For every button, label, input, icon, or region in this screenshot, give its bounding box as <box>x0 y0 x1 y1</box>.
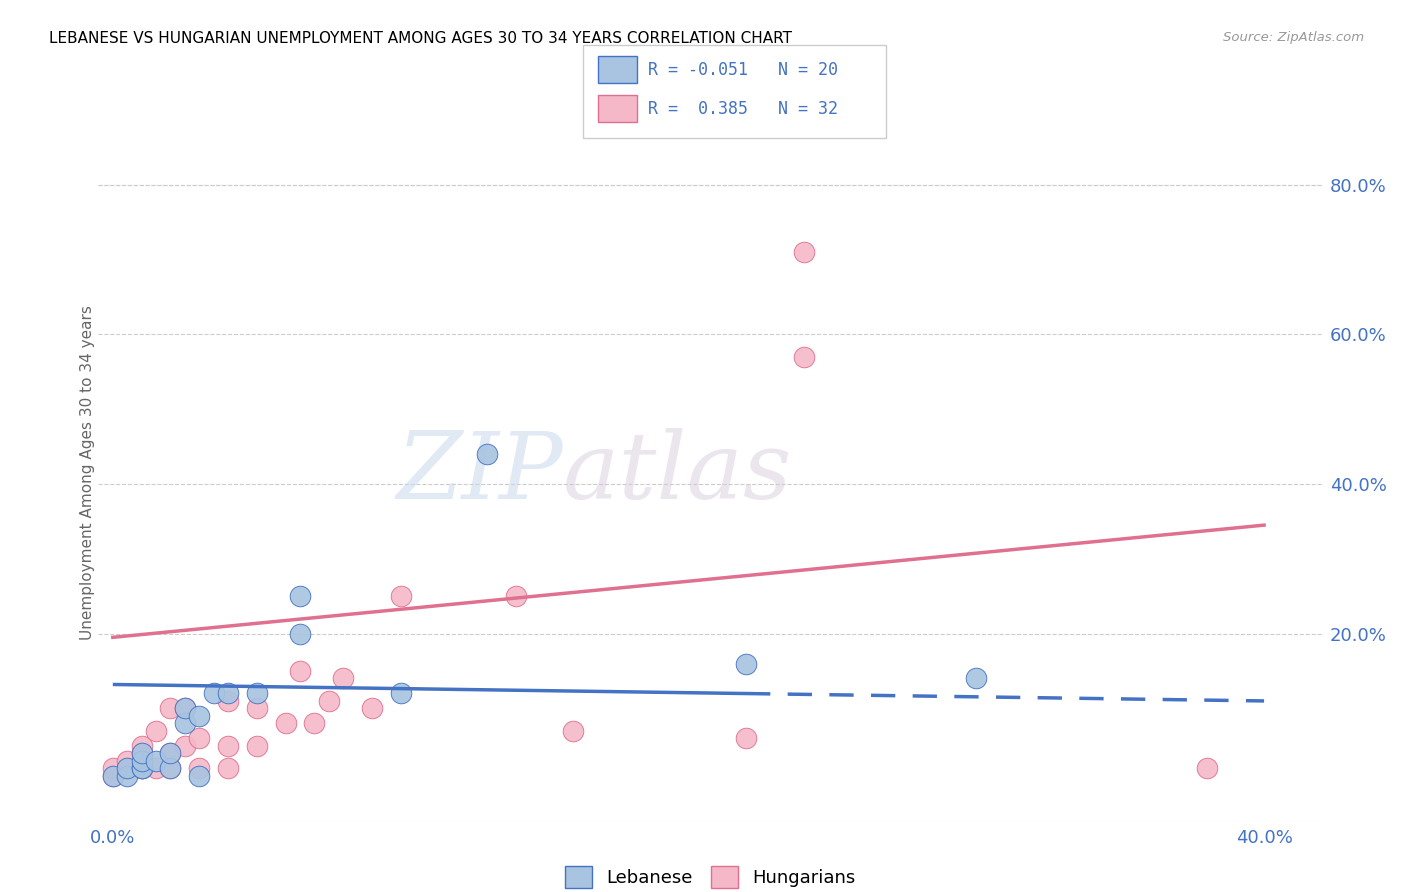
Point <box>159 747 181 761</box>
Point <box>389 686 412 700</box>
Text: Source: ZipAtlas.com: Source: ZipAtlas.com <box>1223 31 1364 45</box>
Point <box>217 739 239 753</box>
Point <box>115 769 138 783</box>
Y-axis label: Unemployment Among Ages 30 to 34 years: Unemployment Among Ages 30 to 34 years <box>80 305 94 640</box>
Point <box>202 686 225 700</box>
Point <box>131 761 153 775</box>
Point <box>332 672 354 686</box>
Point <box>159 701 181 715</box>
Text: R = -0.051   N = 20: R = -0.051 N = 20 <box>648 61 838 78</box>
Point <box>288 589 311 603</box>
Point <box>145 761 167 775</box>
Point <box>115 761 138 775</box>
Point <box>188 761 211 775</box>
Point <box>217 761 239 775</box>
Point <box>173 701 195 715</box>
Point <box>318 694 340 708</box>
Point <box>159 747 181 761</box>
Point <box>131 754 153 768</box>
Point <box>246 739 269 753</box>
Point <box>159 761 181 775</box>
Point <box>131 747 153 761</box>
Point <box>217 694 239 708</box>
Point <box>217 686 239 700</box>
Point <box>101 769 124 783</box>
Point <box>735 657 758 671</box>
Point <box>159 761 181 775</box>
Point <box>562 723 585 738</box>
Point <box>735 731 758 746</box>
Point <box>101 761 124 775</box>
Point <box>173 701 195 715</box>
Point <box>115 754 138 768</box>
Point <box>131 761 153 775</box>
Point <box>145 723 167 738</box>
Point <box>274 716 297 731</box>
Point <box>101 769 124 783</box>
Text: atlas: atlas <box>564 428 793 517</box>
Point <box>1195 761 1218 775</box>
Point <box>145 754 167 768</box>
Text: ZIP: ZIP <box>396 428 564 517</box>
Point <box>304 716 326 731</box>
Point <box>288 664 311 678</box>
Text: R =  0.385   N = 32: R = 0.385 N = 32 <box>648 100 838 118</box>
Point <box>188 769 211 783</box>
Point <box>793 350 815 364</box>
Point <box>793 245 815 260</box>
Text: LEBANESE VS HUNGARIAN UNEMPLOYMENT AMONG AGES 30 TO 34 YEARS CORRELATION CHART: LEBANESE VS HUNGARIAN UNEMPLOYMENT AMONG… <box>49 31 792 46</box>
Point <box>131 761 153 775</box>
Point <box>115 761 138 775</box>
Point <box>188 709 211 723</box>
Point <box>131 739 153 753</box>
Point <box>288 626 311 640</box>
Point <box>360 701 382 715</box>
Point <box>246 686 269 700</box>
Point <box>505 589 527 603</box>
Point <box>173 716 195 731</box>
Point <box>246 701 269 715</box>
Point <box>389 589 412 603</box>
Point <box>188 731 211 746</box>
Point <box>965 672 987 686</box>
Point <box>475 447 498 461</box>
Point <box>173 739 195 753</box>
Legend: Lebanese, Hungarians: Lebanese, Hungarians <box>557 859 863 892</box>
Point <box>131 747 153 761</box>
